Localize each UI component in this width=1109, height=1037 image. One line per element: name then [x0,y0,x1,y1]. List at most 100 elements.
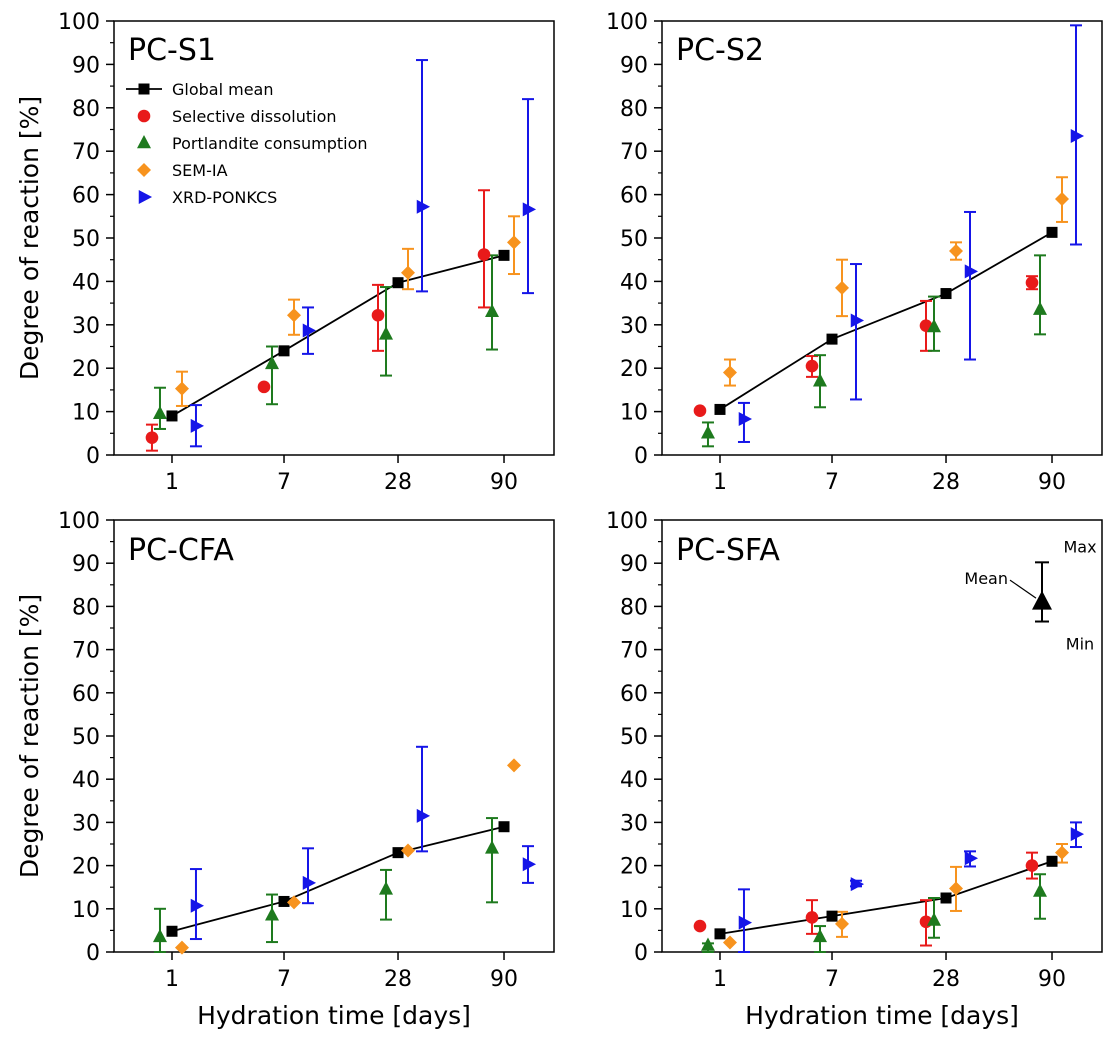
data-point [174,381,189,396]
data-point [835,916,850,931]
data-point [302,875,317,890]
data-point [265,355,280,370]
legend-marker [138,190,153,204]
panel-title: PC-S2 [676,33,764,68]
y-tick-label: 50 [620,227,648,252]
data-point [190,898,205,913]
data-point [190,418,205,433]
x-tick-label: 28 [932,470,960,495]
y-tick-label: 0 [86,941,100,966]
y-tick-label: 30 [620,811,648,836]
global-mean-line [171,825,505,933]
y-tick-label: 50 [620,725,648,750]
data-point [485,303,500,318]
data-point [174,940,189,955]
data-point [722,935,737,950]
global-mean-line [171,254,505,417]
x-tick-label: 28 [384,967,412,992]
data-point [392,847,404,859]
data-point [166,410,178,422]
data-point [401,265,416,280]
data-point [738,411,753,426]
x-tick-label: 1 [165,470,179,495]
y-tick-label: 40 [620,270,648,295]
y-tick-label: 60 [72,682,100,707]
y-tick-label: 90 [620,552,648,577]
data-point [379,881,394,895]
data-point [379,326,394,340]
data-point [700,425,715,439]
data-point [416,808,431,823]
data-point [498,821,510,833]
y-tick-label: 30 [72,811,100,836]
y-axis-label: Degree of reaction [%] [15,594,44,878]
data-point [1070,827,1085,842]
data-point [722,365,737,380]
data-point [152,405,167,420]
data-point [850,877,865,892]
y-tick-label: 80 [620,595,648,620]
legend-label: Global mean [172,80,274,99]
x-tick-label: 90 [1038,967,1066,992]
data-point [826,333,838,345]
legend-marker [137,163,151,177]
global-mean-line [719,231,1053,411]
x-tick-label: 7 [825,470,839,495]
data-point [507,235,522,250]
x-tick-label: 90 [490,967,518,992]
data-point [927,318,942,333]
data-point [1033,301,1048,315]
y-tick-label: 60 [620,682,648,707]
y-tick-label: 100 [58,10,100,35]
plot-frame [113,519,555,953]
y-tick-label: 20 [620,855,648,880]
y-tick-label: 100 [606,10,648,35]
y-tick-label: 20 [72,855,100,880]
legend-marker [137,134,151,149]
data-point [522,202,537,217]
data-point [964,851,979,866]
x-tick-label: 90 [490,470,518,495]
data-point [477,248,491,261]
y-tick-label: 100 [58,509,100,534]
data-point [700,937,715,951]
x-tick-label: 28 [384,470,412,495]
plot-frame [661,519,1103,953]
annotation-mean-marker [1032,590,1052,610]
y-tick-label: 90 [620,53,648,78]
legend-label: Portlandite consumption [172,134,368,153]
annotation-leader [1009,579,1037,599]
y-tick-label: 50 [72,725,100,750]
legend-label: SEM-IA [172,161,228,180]
x-tick-label: 7 [277,470,291,495]
data-point [287,895,302,910]
x-tick-label: 1 [165,967,179,992]
data-point [693,919,707,933]
y-tick-label: 70 [620,140,648,165]
data-point [1025,276,1039,290]
data-point [257,380,271,394]
y-tick-label: 70 [72,639,100,664]
data-point [1055,845,1070,860]
y-tick-label: 0 [634,444,648,469]
data-point [693,404,707,418]
legend-marker [137,109,151,123]
data-point [287,308,302,323]
data-point [498,249,510,261]
y-axis-label: Degree of reaction [%] [15,96,44,380]
legend-label: XRD-PONKCS [172,188,277,207]
y-tick-label: 70 [620,639,648,664]
data-point [805,359,819,373]
y-tick-label: 30 [72,314,100,339]
panel-title: PC-SFA [676,533,780,568]
data-point [392,277,404,289]
global-mean-line [719,860,1053,935]
y-tick-label: 90 [72,53,100,78]
annotation-min-label: Min [1066,635,1094,654]
data-point [835,280,850,295]
data-point [278,345,290,357]
y-tick-label: 30 [620,314,648,339]
data-point [302,323,317,338]
